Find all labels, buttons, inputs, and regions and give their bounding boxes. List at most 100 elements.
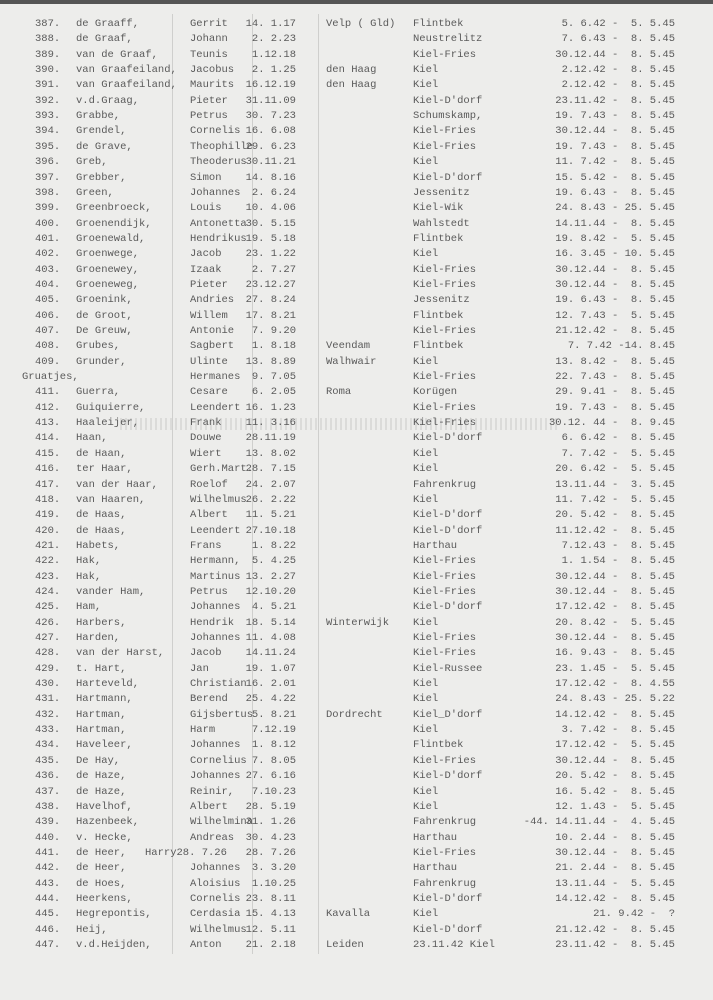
- surname: Grebber,: [76, 171, 127, 184]
- first-name: Harm: [190, 724, 216, 737]
- first-name: Harry28. 7.26: [145, 846, 227, 859]
- camp: Kiel-Fries: [413, 325, 477, 337]
- camp: Kiel-Fries: [413, 632, 477, 644]
- first-name: Theoderus: [190, 156, 247, 169]
- camp: Jessenitz: [413, 294, 470, 307]
- row-number: 441.: [35, 846, 61, 859]
- surname: Harden,: [76, 632, 121, 644]
- camp: Flintbek: [413, 739, 464, 752]
- surname: Gruatjes,: [22, 371, 79, 384]
- period: 17.12.42 - 8. 4.55: [555, 678, 675, 691]
- first-name: Douwe: [190, 432, 222, 445]
- camp: Kiel-D'dorf: [413, 892, 483, 905]
- period: 7. 7.42 -14. 8.45: [567, 340, 675, 353]
- first-name: Albert: [190, 800, 228, 813]
- period: 21. 2.44 - 8. 5.45: [555, 862, 675, 875]
- period: 7.12.43 - 8. 5.45: [561, 539, 675, 552]
- period: 13.11.44 - 5. 5.45: [555, 877, 675, 890]
- row-number: 393.: [35, 110, 61, 123]
- birth-date: 7.10.23: [251, 785, 296, 798]
- birth-place: Roma: [326, 386, 352, 399]
- period: 16. 3.45 - 10. 5.45: [555, 248, 675, 261]
- birth-date: 31.11.09: [245, 94, 296, 107]
- camp: Kiel-Fries: [413, 371, 477, 384]
- surname: Ham,: [76, 601, 102, 614]
- birth-date: 29. 6.23: [245, 140, 296, 153]
- birth-date: 11. 3.16: [245, 417, 296, 430]
- column-divider: [252, 14, 253, 954]
- first-name: Reinir,: [190, 785, 235, 798]
- birth-date: 13. 8.02: [245, 447, 296, 460]
- row-number: 407.: [35, 325, 61, 337]
- row-number: 388.: [35, 33, 61, 46]
- row-number: 412.: [35, 401, 61, 414]
- surname: van Haaren,: [76, 493, 146, 506]
- camp: 23.11.42 Kiel: [413, 939, 495, 951]
- surname: Hazenbeek,: [76, 816, 140, 829]
- birth-date: 31. 1.26: [245, 816, 296, 829]
- surname: Harteveld,: [76, 678, 140, 691]
- row-number: 391.: [35, 79, 61, 92]
- camp: Kiel: [413, 785, 439, 798]
- row-number: 419.: [35, 509, 61, 522]
- birth-date: 3. 3.20: [251, 862, 296, 875]
- row-number: 415.: [35, 447, 61, 460]
- surname: Habets,: [76, 539, 121, 552]
- row-number: 442.: [35, 862, 61, 875]
- first-name: Gijsbertus: [190, 708, 254, 721]
- period: 24. 8.43 - 25. 5.45: [555, 202, 675, 215]
- period: 23.11.42 - 8. 5.45: [555, 94, 675, 107]
- row-number: 399.: [35, 202, 61, 215]
- row-number: 445.: [35, 908, 61, 921]
- row-number: 425.: [35, 601, 61, 614]
- birth-date: 5. 8.21: [251, 708, 296, 721]
- birth-date: 25. 4.22: [245, 693, 296, 706]
- row-number: 427.: [35, 632, 61, 644]
- birth-date: 13. 8.89: [245, 355, 296, 368]
- period: 15. 5.42 - 8. 5.45: [555, 171, 675, 184]
- period: 19. 8.42 - 5. 5.45: [555, 232, 675, 245]
- camp: Kiel-Fries: [413, 401, 477, 414]
- first-name: Andries: [190, 294, 235, 307]
- first-name: Johannes: [190, 770, 241, 783]
- first-name: Johannes: [190, 601, 241, 614]
- first-name: Louis: [190, 202, 222, 215]
- row-number: 422.: [35, 555, 61, 568]
- birth-date: 27. 8.24: [245, 294, 296, 307]
- camp: Kiel-Wik: [413, 202, 464, 215]
- first-name: Gerh.Mart.: [190, 463, 254, 476]
- first-name: Ulinte: [190, 355, 228, 368]
- first-name: Theophille: [190, 140, 254, 153]
- surname: de Haas,: [76, 524, 127, 537]
- period: 13. 8.42 - 8. 5.45: [555, 355, 675, 368]
- row-number: 443.: [35, 877, 61, 890]
- birth-date: 7. 9.20: [251, 325, 296, 337]
- surname: Guiquierre,: [76, 401, 146, 414]
- camp: Kiel-Fries: [413, 647, 477, 660]
- camp: Kiel: [413, 678, 439, 691]
- surname: de Heer,: [76, 862, 127, 875]
- period: 19. 7.43 - 8. 5.45: [555, 401, 675, 414]
- surname: Greb,: [76, 156, 108, 169]
- surname: de Groot,: [76, 309, 133, 322]
- row-number: 402.: [35, 248, 61, 261]
- row-number: 396.: [35, 156, 61, 169]
- row-number: 397.: [35, 171, 61, 184]
- row-number: 414.: [35, 432, 61, 445]
- period: 20. 5.42 - 8. 5.45: [555, 770, 675, 783]
- period: 23. 1.45 - 5. 5.45: [555, 662, 675, 675]
- birth-date: 1.10.25: [251, 877, 296, 890]
- period: 11. 7.42 - 8. 5.45: [555, 156, 675, 169]
- camp: Harthau: [413, 539, 458, 552]
- period: 20. 8.42 - 5. 5.45: [555, 616, 675, 629]
- first-name: Hendrik: [190, 616, 235, 629]
- row-number: 395.: [35, 140, 61, 153]
- row-number: 406.: [35, 309, 61, 322]
- surname: de Hoes,: [76, 877, 127, 890]
- birth-date: 23. 8.11: [245, 892, 296, 905]
- camp: Kiel-D'dorf: [413, 432, 483, 445]
- first-name: Willem: [190, 309, 228, 322]
- birth-place: Walhwair: [326, 355, 377, 368]
- first-name: Leendert: [190, 524, 241, 537]
- birth-date: 12.10.20: [245, 585, 296, 598]
